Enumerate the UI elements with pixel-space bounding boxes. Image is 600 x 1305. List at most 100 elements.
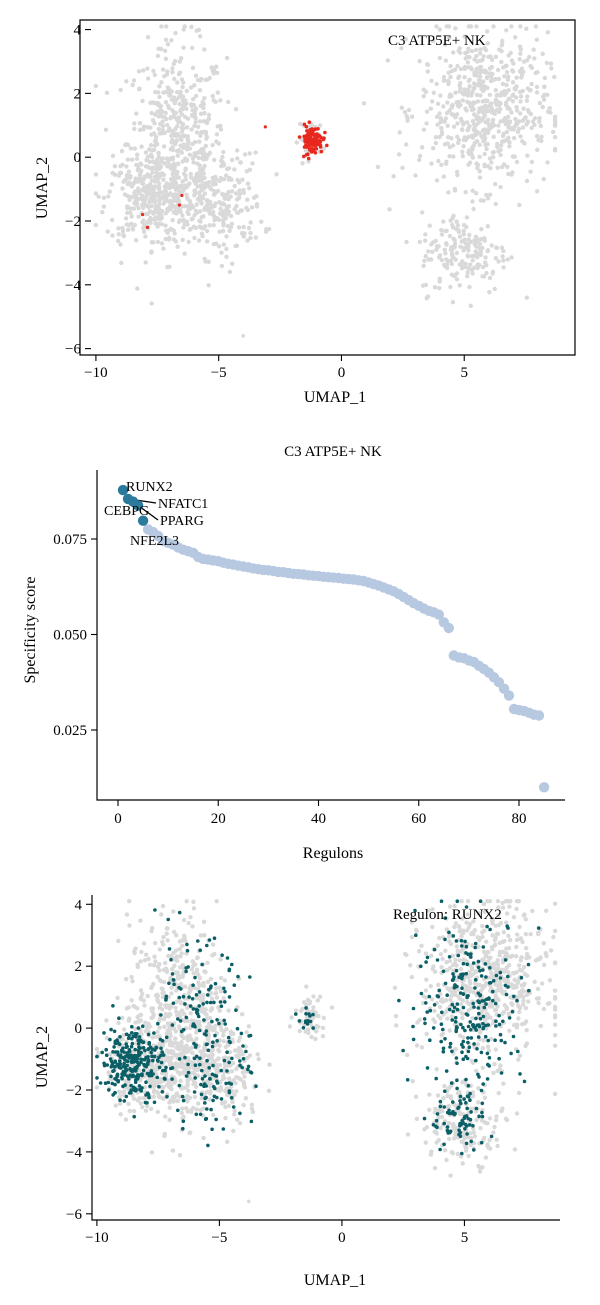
highlighted-cell-point <box>451 1100 455 1104</box>
highlighted-cell-point <box>458 1099 462 1103</box>
background-cell-point <box>164 931 169 936</box>
highlighted-cell-point <box>443 916 448 920</box>
highlighted-cell-point <box>302 134 307 139</box>
background-cell-point <box>513 35 518 40</box>
background-cell-point <box>490 269 496 274</box>
background-cell-point <box>219 176 224 182</box>
background-cell-point <box>522 912 527 917</box>
highlighted-cell-point <box>196 939 200 943</box>
background-cell-point <box>135 167 141 172</box>
highlighted-cell-point <box>159 1060 164 1065</box>
highlighted-cell-point <box>159 1013 163 1017</box>
highlighted-cell-point <box>205 1107 209 1111</box>
background-cell-point <box>541 941 546 946</box>
background-cell-point <box>448 218 453 223</box>
background-cell-point <box>202 933 207 938</box>
highlighted-cell-point <box>325 143 329 148</box>
background-cell-point <box>454 944 459 949</box>
background-cell-point <box>93 191 99 196</box>
highlighted-cell-point <box>480 1110 484 1115</box>
background-cell-point <box>180 1048 186 1053</box>
background-cell-point <box>508 995 513 1000</box>
highlighted-cell-point <box>178 1019 183 1023</box>
background-cell-point <box>463 1144 468 1149</box>
background-cell-point <box>493 100 498 105</box>
background-cell-point <box>106 1070 111 1075</box>
background-cell-point <box>496 129 501 134</box>
highlighted-cell-point <box>321 137 326 142</box>
background-cell-point <box>160 994 165 1000</box>
background-cell-point <box>452 924 457 930</box>
background-cell-point <box>141 218 146 223</box>
highlighted-cell-point <box>462 1097 467 1101</box>
background-cell-point <box>248 235 253 241</box>
background-cell-point <box>159 241 165 246</box>
background-cell-point <box>528 169 533 174</box>
background-cell-point <box>495 144 500 150</box>
background-cell-point <box>152 1088 157 1093</box>
background-cell-point <box>120 1090 126 1095</box>
background-cell-point <box>155 53 161 59</box>
background-cell-point <box>220 213 226 218</box>
background-cell-point <box>226 1076 232 1081</box>
highlighted-cell-point <box>448 1041 453 1046</box>
y-tick-label: 4 <box>75 897 83 913</box>
background-cell-point <box>229 157 235 163</box>
background-cell-point <box>218 98 223 103</box>
background-cell-point <box>115 238 121 244</box>
background-cell-point <box>477 175 483 180</box>
highlighted-cell-point <box>435 994 440 998</box>
background-cell-point <box>534 37 539 42</box>
highlighted-cell-point <box>472 1005 476 1009</box>
highlighted-cell-point <box>467 1123 472 1127</box>
background-cell-point <box>174 948 179 953</box>
background-cell-point <box>228 1029 234 1034</box>
background-cell-point <box>162 979 167 985</box>
highlighted-cell-point <box>427 994 432 999</box>
background-cell-point <box>471 206 476 212</box>
highlighted-cell-point <box>133 1053 137 1058</box>
background-cell-point <box>210 942 216 947</box>
background-cell-point <box>478 64 484 70</box>
background-cell-point <box>176 175 181 180</box>
highlighted-cell-point <box>122 1099 127 1103</box>
highlighted-cell-point <box>171 1001 176 1005</box>
background-cell-point <box>498 184 503 190</box>
highlighted-cell-point <box>211 1063 215 1068</box>
highlighted-cell-point <box>219 1004 224 1008</box>
highlighted-cell-point <box>432 947 437 952</box>
background-cell-point <box>185 1109 190 1114</box>
background-cell-point <box>454 277 460 282</box>
background-cell-point <box>149 985 154 991</box>
background-cell-point <box>502 74 507 79</box>
background-cell-point <box>164 24 169 29</box>
background-cell-point <box>493 1047 498 1052</box>
background-cell-point <box>432 1165 438 1171</box>
background-cell-point <box>177 89 183 95</box>
background-cell-point <box>533 70 538 76</box>
background-cell-point <box>457 234 463 239</box>
highlighted-cell-point <box>428 1008 433 1013</box>
highlighted-cell-point <box>441 1046 446 1051</box>
background-cell-point <box>185 116 191 121</box>
background-cell-point <box>460 259 465 264</box>
background-cell-point <box>172 1062 177 1068</box>
background-cell-point <box>203 143 208 149</box>
highlighted-cell-point <box>481 1014 486 1019</box>
background-cell-point <box>471 1093 476 1099</box>
background-cell-point <box>112 164 118 169</box>
background-cell-point <box>217 1008 222 1013</box>
background-cell-point <box>253 235 259 240</box>
background-cell-point <box>188 171 193 177</box>
highlighted-cell-point <box>210 1019 214 1024</box>
background-cell-point <box>446 70 451 75</box>
highlighted-cell-point <box>180 193 184 198</box>
background-cell-point <box>256 1056 261 1062</box>
y-tick-label: 2 <box>74 86 82 102</box>
x-tick-label: 5 <box>460 365 468 381</box>
background-cell-point <box>329 1005 335 1010</box>
highlighted-cell-point <box>238 1059 242 1063</box>
background-cell-point <box>425 294 431 299</box>
background-cell-point <box>129 214 134 219</box>
background-cell-point <box>93 172 99 177</box>
